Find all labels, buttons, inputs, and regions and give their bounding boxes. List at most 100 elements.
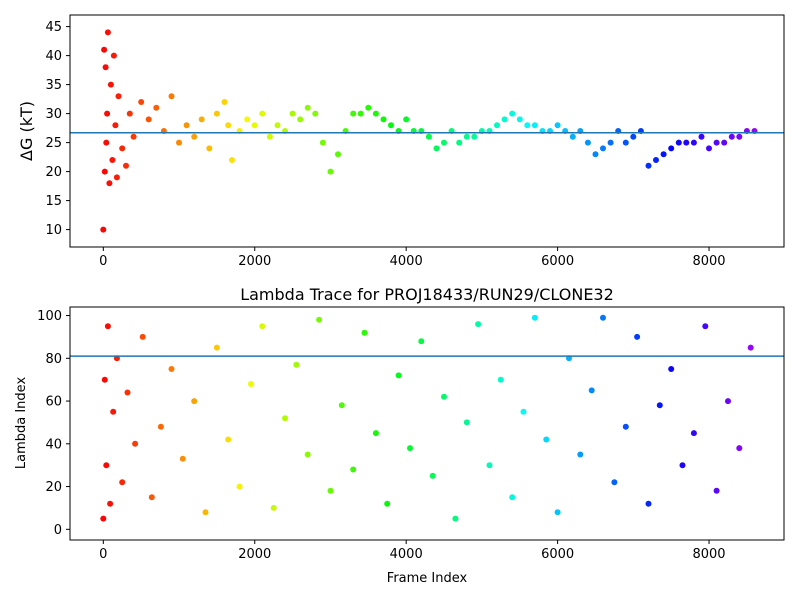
delta-g-point — [102, 64, 109, 71]
lambda-point — [139, 333, 146, 340]
delta-g-point — [372, 110, 379, 117]
lambda-point — [168, 366, 175, 372]
delta-g-point — [713, 139, 720, 146]
lambda-axes: 0 2000 4000 6000 8000 0 20 40 60 80 100 Lambda Tr… — [14, 285, 785, 586]
delta-g-point — [191, 133, 198, 140]
delta-g-point — [312, 110, 319, 117]
delta-g-point — [229, 157, 235, 163]
delta-g-point — [380, 116, 387, 123]
delta-g-point — [698, 133, 705, 140]
y-tick-label: 20 — [45, 165, 62, 180]
lambda-point — [236, 483, 243, 490]
lambda-point — [407, 445, 413, 452]
lambda-point — [282, 415, 288, 422]
delta-g-point — [433, 145, 440, 152]
delta-g-point — [600, 145, 606, 152]
delta-g-point — [289, 110, 296, 117]
delta-g-point — [607, 139, 614, 146]
x-tick-label: 4000 — [390, 254, 423, 269]
lambda-point — [103, 462, 110, 469]
lambda-point — [656, 402, 663, 409]
lambda-point — [486, 462, 493, 469]
delta-g-point — [531, 122, 538, 129]
lambda-point — [248, 381, 254, 387]
lambda-point — [725, 398, 731, 405]
lambda-x-label: Frame Index — [387, 571, 468, 586]
delta-g-point — [115, 93, 122, 100]
lambda-point — [588, 387, 595, 394]
x-tick-label: 2000 — [238, 547, 271, 562]
delta-g-point — [425, 133, 432, 140]
lambda-point — [441, 393, 447, 400]
delta-g-point — [183, 122, 190, 129]
delta-g-point — [335, 151, 341, 158]
lambda-point — [679, 462, 686, 469]
delta-g-point — [690, 139, 697, 146]
y-tick-label: 80 — [45, 352, 62, 367]
delta-g-point — [101, 46, 108, 53]
y-tick-label: 35 — [45, 78, 62, 93]
lambda-point — [463, 419, 470, 426]
y-tick-label: 15 — [45, 194, 62, 209]
delta-g-point — [645, 162, 652, 169]
delta-g-point — [153, 104, 160, 111]
lambda-point — [475, 321, 482, 328]
lambda-point — [293, 361, 300, 368]
lambda-point — [747, 344, 754, 351]
lambda-point — [202, 509, 209, 516]
delta-g-point — [274, 122, 281, 129]
lambda-point — [225, 436, 232, 443]
lambda-point — [702, 323, 709, 330]
delta-g-point — [630, 133, 637, 140]
lambda-point — [634, 333, 641, 340]
lambda-point — [270, 504, 277, 511]
lambda-point — [179, 455, 186, 462]
lambda-point — [690, 430, 697, 437]
lambda-point — [395, 372, 402, 379]
delta-g-point — [101, 168, 108, 175]
lambda-point — [497, 376, 504, 383]
delta-g-point — [592, 151, 599, 158]
delta-g-point — [244, 116, 251, 123]
lambda-point — [119, 479, 126, 486]
lambda-point — [543, 436, 550, 443]
lambda-point — [577, 451, 584, 458]
lambda-point — [372, 430, 379, 437]
delta-g-point — [584, 139, 591, 146]
y-tick-label: 25 — [45, 136, 62, 151]
y-tick-label: 30 — [45, 107, 62, 122]
delta-g-point — [463, 133, 470, 140]
lambda-point — [338, 402, 345, 409]
lambda-point — [531, 314, 538, 321]
delta-g-point — [112, 122, 119, 129]
lambda-point — [148, 494, 155, 501]
delta-g-point — [660, 151, 667, 158]
x-tick-label: 4000 — [390, 547, 423, 562]
lambda-point — [452, 515, 459, 522]
lambda-point — [600, 314, 606, 321]
delta-g-point — [554, 122, 561, 129]
delta-g-point — [119, 145, 126, 152]
delta-g-point — [100, 226, 107, 233]
delta-g-point — [113, 174, 120, 181]
delta-g-point — [221, 99, 228, 105]
y-tick-label: 40 — [45, 49, 62, 64]
lambda-point — [611, 479, 618, 486]
lambda-point — [104, 323, 111, 330]
y-tick-label: 10 — [45, 223, 62, 238]
lambda-point — [124, 389, 131, 396]
lambda-point — [668, 366, 675, 372]
delta-g-point — [668, 145, 675, 152]
x-tick-label: 8000 — [692, 254, 725, 269]
lambda-frame — [69, 306, 785, 541]
delta-g-point — [509, 110, 516, 117]
delta-g-point — [104, 29, 111, 36]
delta-g-point — [501, 116, 508, 123]
y-tick-label: 100 — [37, 309, 62, 324]
delta-g-point — [441, 139, 447, 146]
delta-g-point — [251, 122, 258, 129]
delta-g-point — [304, 104, 311, 111]
lambda-point — [100, 515, 107, 522]
lambda-point — [520, 408, 527, 415]
lambda-points — [100, 314, 754, 522]
